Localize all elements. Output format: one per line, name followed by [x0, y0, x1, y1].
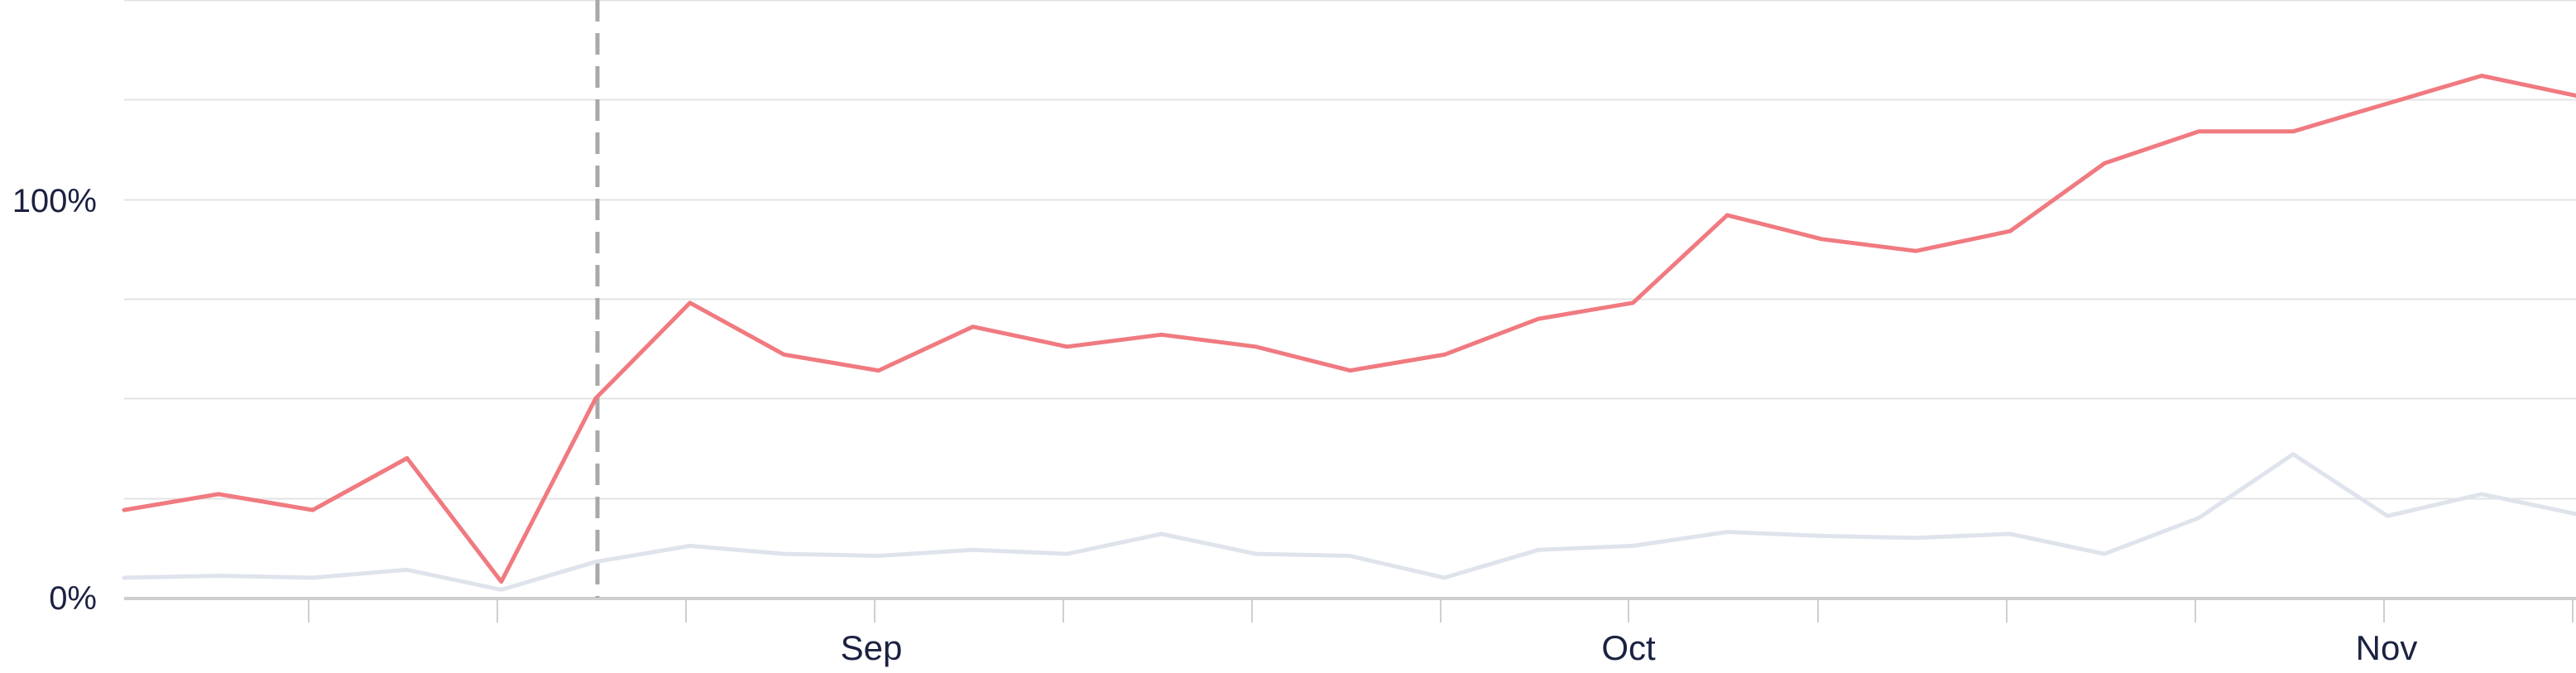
- y-tick-label-0: 0%: [49, 580, 97, 617]
- y-axis-labels: 0% 100%: [12, 183, 97, 617]
- x-tick-label-sep: Sep: [841, 628, 903, 667]
- x-axis: [124, 597, 2576, 623]
- y-tick-label-100: 100%: [12, 183, 97, 219]
- x-tick-label-nov: Nov: [2356, 628, 2418, 667]
- series-line-secondary: [122, 452, 2576, 592]
- series-lines: [122, 74, 2576, 592]
- gridlines: [124, 0, 2576, 500]
- x-axis-labels: Sep Oct Nov: [841, 628, 2418, 667]
- series-line-primary: [122, 74, 2576, 584]
- x-tick-label-oct: Oct: [1601, 628, 1656, 667]
